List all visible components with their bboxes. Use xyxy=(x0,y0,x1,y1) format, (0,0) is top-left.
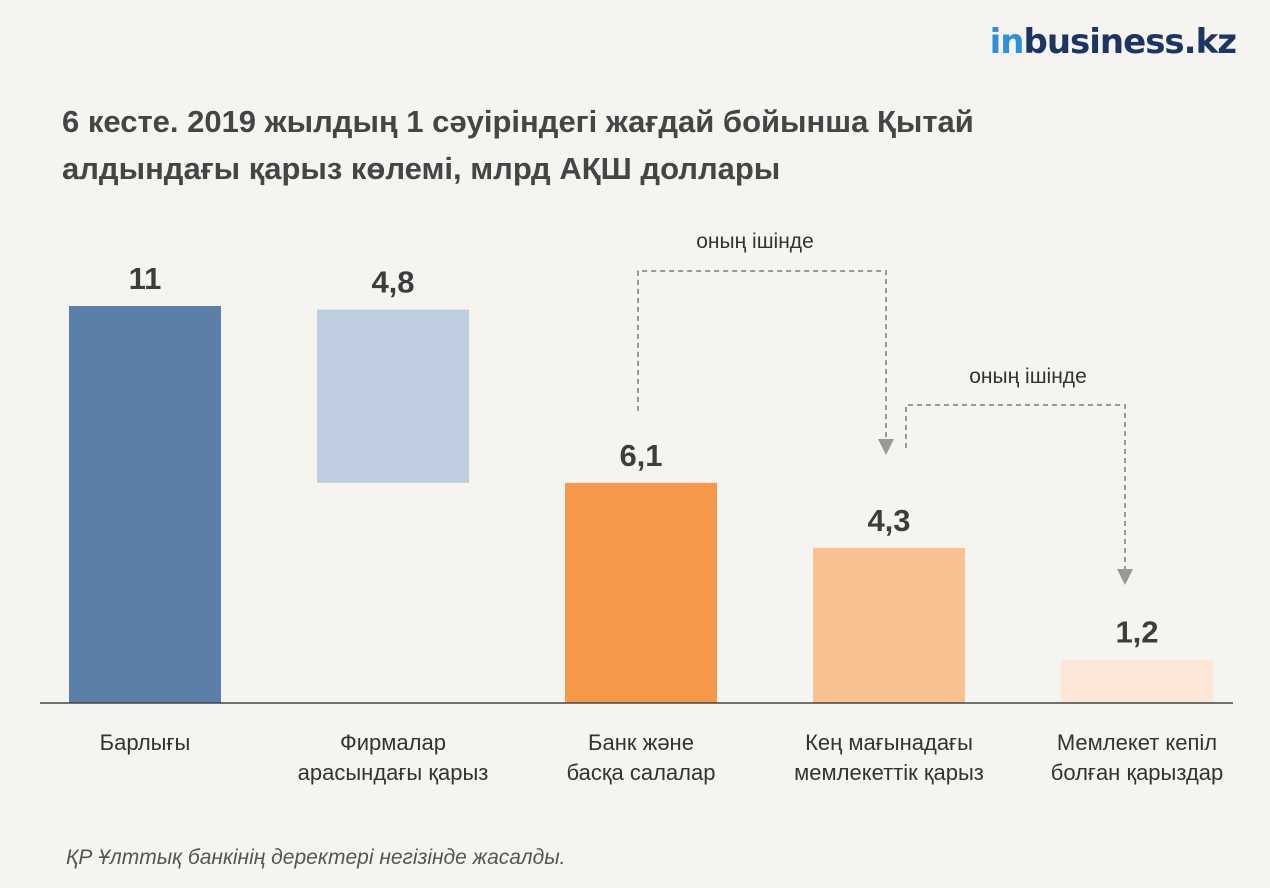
value-label-2: 4,8 xyxy=(371,265,414,300)
bar-3 xyxy=(565,482,717,703)
bar-2 xyxy=(317,309,469,483)
annotation-arrowhead-icon-1 xyxy=(878,439,894,455)
annotation-arrowhead-icon-2 xyxy=(1117,569,1133,585)
logo-text: business.kz xyxy=(1023,22,1237,62)
title-line-2: алдындағы қарыз көлемі, млрд АҚШ доллары xyxy=(62,151,781,186)
annotation-connector-2 xyxy=(905,404,1126,569)
annotation-label-1: оның ішінде xyxy=(696,230,814,253)
value-label-5: 1,2 xyxy=(1115,615,1158,650)
category-label-2-line-2: арасындағы қарыз xyxy=(298,760,489,785)
value-label-3: 6,1 xyxy=(619,438,662,473)
category-label-3-line-1: Банк және xyxy=(588,730,694,755)
annotation-label-2: оның ішінде xyxy=(969,365,1087,388)
category-label-1-line-1: Барлығы xyxy=(100,730,191,755)
category-label-5-line-2: болған қарыздар xyxy=(1051,760,1224,785)
bar-4 xyxy=(813,547,965,703)
category-label-4-line-1: Кең мағынадағы xyxy=(805,730,973,755)
inbusiness-logo: inbusiness.kz xyxy=(989,22,1237,62)
annotation-connector-1 xyxy=(637,270,887,439)
category-label-5-line-1: Мемлекет кепіл xyxy=(1057,730,1217,755)
category-label-3-line-2: басқа салалар xyxy=(567,760,716,785)
title-line-1: 6 кесте. 2019 жылдың 1 сәуіріндегі жағда… xyxy=(62,104,974,139)
source-note: ҚР Ұлттық банкінің деректері негізінде ж… xyxy=(66,846,566,869)
bar-1 xyxy=(69,306,221,703)
category-label-2-line-1: Фирмалар xyxy=(340,730,446,755)
logo-prefix: in xyxy=(989,22,1025,62)
value-label-1: 11 xyxy=(129,261,162,296)
bar-5 xyxy=(1061,659,1213,703)
category-label-4-line-2: мемлекеттік қарыз xyxy=(794,760,984,785)
value-label-4: 4,3 xyxy=(867,503,910,538)
chart-title: 6 кесте. 2019 жылдың 1 сәуіріндегі жағда… xyxy=(62,98,1182,192)
